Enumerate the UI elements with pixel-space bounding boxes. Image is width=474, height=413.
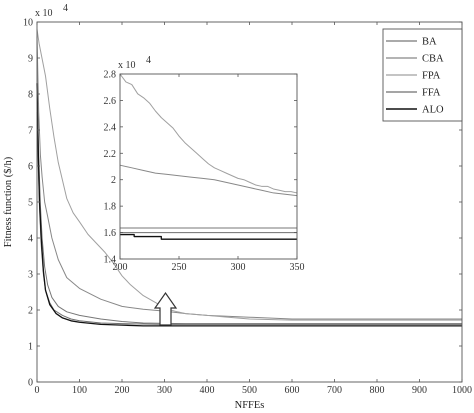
inset-axes-frame (119, 73, 298, 260)
inset-xtick-label: 300 (231, 262, 246, 273)
main-xtick-label: 100 (72, 385, 87, 396)
main-series-cba (36, 36, 462, 320)
inset-series-alo (120, 233, 297, 240)
main-xtick-label: 600 (285, 385, 300, 396)
main-scale-exponent: 4 (63, 3, 68, 14)
zoom-arrow-icon (153, 291, 178, 326)
legend: BA CBA FPA FFA ALO (382, 28, 463, 122)
main-xtick-label: 1000 (452, 385, 472, 396)
legend-label-alo: ALO (422, 105, 444, 116)
legend-label-fpa: FPA (422, 71, 441, 82)
inset-ytick-label: 2.2 (104, 149, 117, 160)
main-series-alo (36, 83, 462, 327)
main-xtick-label: 800 (370, 385, 385, 396)
inset-ytick-label: 1.8 (104, 202, 117, 213)
legend-label-ba: BA (422, 37, 437, 48)
main-ytick-label: 2 (28, 306, 33, 317)
main-ytick-label: 10 (23, 18, 33, 29)
main-xtick-label: 500 (242, 385, 257, 396)
inset-scale-factor: x 10 (118, 60, 136, 71)
main-scale-factor: x 10 (35, 8, 53, 19)
main-xtick-label: 200 (115, 385, 130, 396)
inset-background (120, 74, 297, 259)
inset-ytick-label: 2 (111, 175, 116, 186)
main-ytick-label: 7 (28, 126, 33, 137)
main-series-fpa (36, 29, 462, 321)
inset-ytick-label: 2.6 (104, 96, 117, 107)
inset-ytick-label: 2.4 (104, 122, 117, 133)
main-plot: 0 100 200 300 400 500 600 700 800 900 1000 0 1 2 3 4 5 6 7… (3, 3, 472, 411)
inset-ytick-label: 1.6 (104, 228, 117, 239)
inset-scale-exponent: 4 (146, 55, 151, 66)
main-ytick-label: 8 (28, 90, 33, 101)
main-ytick-label: 3 (28, 270, 33, 281)
main-ytick-label: 0 (28, 378, 33, 389)
main-xtick-label: 700 (327, 385, 342, 396)
main-xtick-label: 900 (412, 385, 427, 396)
main-xlabel: NFFEs (235, 400, 265, 411)
main-xtick-label: 0 (35, 385, 40, 396)
main-ytick-label: 5 (28, 198, 33, 209)
inset-ytick-label: 2.8 (104, 70, 117, 81)
inset-xtick-label: 200 (113, 262, 128, 273)
main-ytick-label: 4 (28, 234, 33, 245)
inset-series-fpa (119, 73, 298, 194)
inset-series-cba (119, 164, 298, 197)
main-series-ba (36, 93, 462, 325)
inset-ytick-label: 1.4 (104, 255, 117, 266)
main-xtick-label: 300 (157, 385, 172, 396)
main-xtick-label: 400 (200, 385, 215, 396)
inset-xtick-label: 250 (172, 262, 187, 273)
inset-plot: 200 250 300 350 1.4 1.6 1.8 2 2.2 2.4 2.6 2.8x 10 4 (104, 55, 305, 273)
legend-label-cba: CBA (422, 54, 444, 65)
legend-label-ffa: FFA (422, 88, 441, 99)
main-ylabel: Fitness function ($/h) (3, 156, 14, 247)
main-ytick-label: 9 (28, 54, 33, 65)
main-ytick-label: 1 (28, 342, 33, 353)
inset-xtick-label: 350 (290, 262, 305, 273)
main-ytick-label: 6 (28, 162, 33, 173)
